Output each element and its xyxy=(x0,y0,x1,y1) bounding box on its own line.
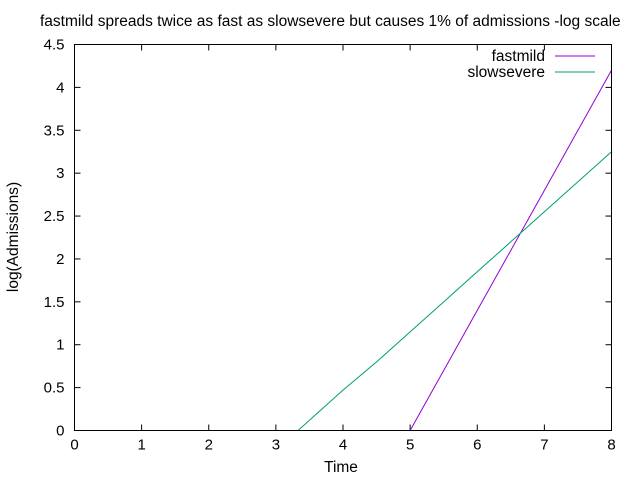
y-tick-label: 0 xyxy=(56,423,64,440)
y-tick-label: 4.5 xyxy=(44,37,65,54)
x-tick-label: 2 xyxy=(205,437,213,454)
x-tick-label: 6 xyxy=(473,437,481,454)
y-axis-ticks: 0 0.5 1 1.5 2 2.5 3 3.5 4 4.5 xyxy=(44,37,612,440)
legend-label-slowsevere: slowsevere xyxy=(467,64,545,81)
series-line-slowsevere xyxy=(297,151,612,431)
x-tick-label: 7 xyxy=(540,437,548,454)
x-axis-title: Time xyxy=(324,459,358,476)
y-tick-label: 2 xyxy=(56,251,64,268)
x-tick-label: 1 xyxy=(137,437,145,454)
y-tick-label: 3.5 xyxy=(44,122,65,139)
x-tick-label: 5 xyxy=(406,437,414,454)
x-tick-label: 0 xyxy=(70,437,78,454)
y-tick-label: 0.5 xyxy=(44,380,65,397)
x-tick-label: 8 xyxy=(607,437,615,454)
y-tick-label: 2.5 xyxy=(44,208,65,225)
legend-label-fastmild: fastmild xyxy=(492,48,545,65)
chart-title: fastmild spreads twice as fast as slowse… xyxy=(40,13,621,30)
x-tick-label: 4 xyxy=(339,437,347,454)
plot-frame xyxy=(74,44,612,431)
y-tick-label: 3 xyxy=(56,165,64,182)
plot-lines xyxy=(297,69,612,431)
y-tick-label: 1.5 xyxy=(44,294,65,311)
x-tick-label: 3 xyxy=(272,437,280,454)
series-line-fastmild xyxy=(409,69,612,431)
y-axis-title: log(Admissions) xyxy=(5,182,22,292)
y-tick-label: 1 xyxy=(56,337,64,354)
y-tick-label: 4 xyxy=(56,79,64,96)
